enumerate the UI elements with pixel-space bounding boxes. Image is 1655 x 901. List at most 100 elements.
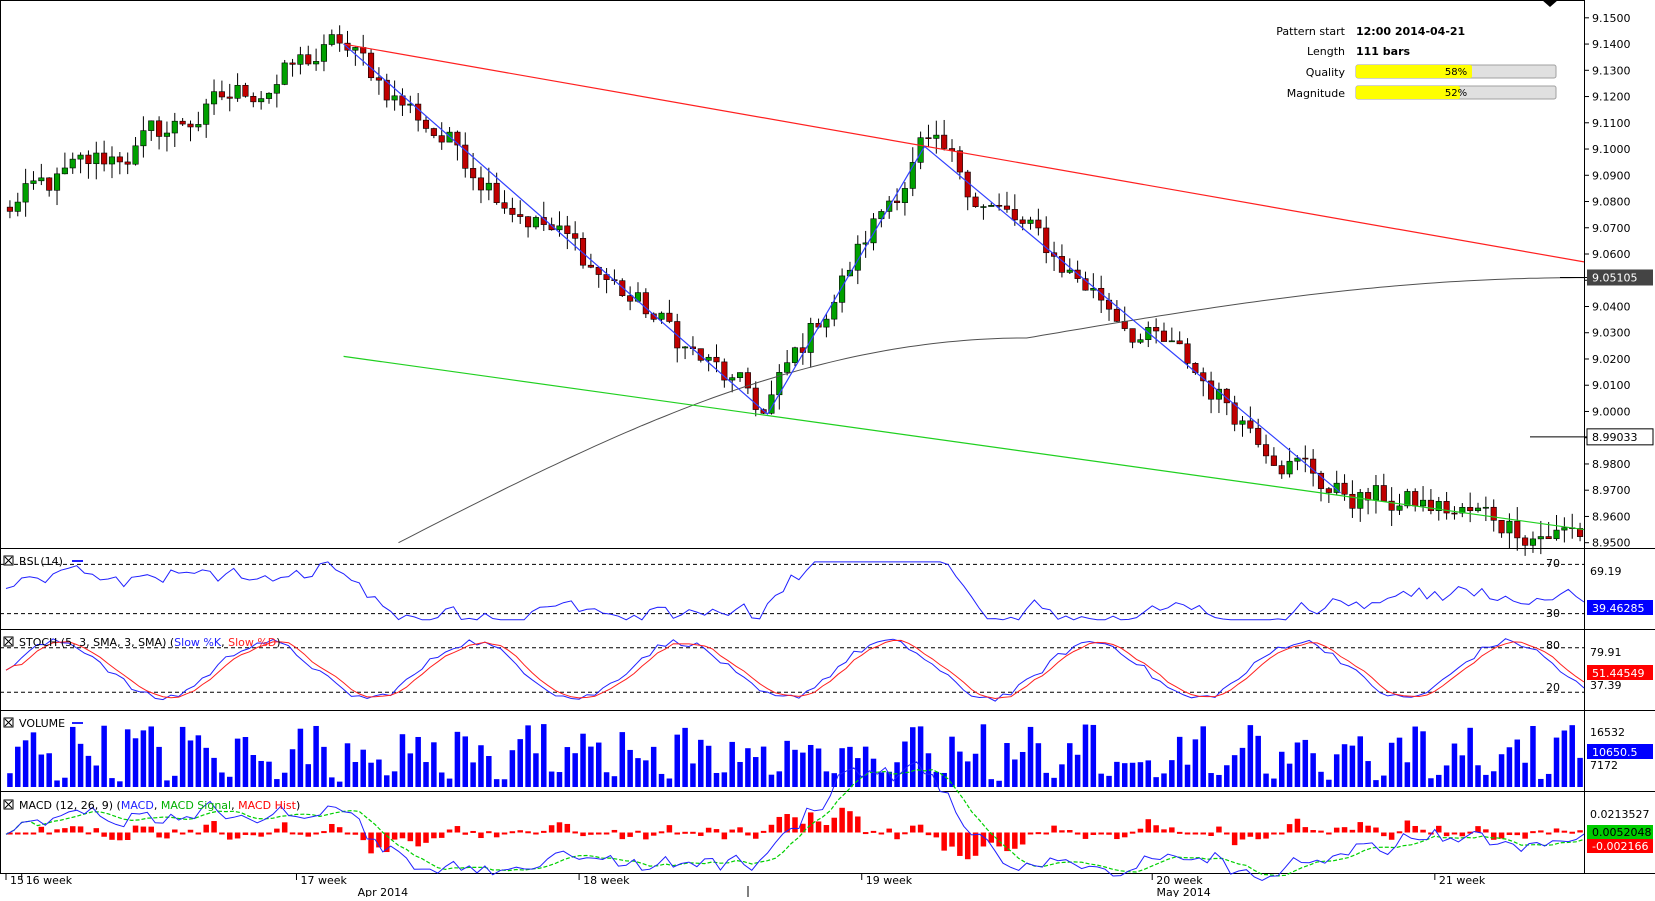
candle[interactable] bbox=[1176, 331, 1183, 345]
candle[interactable] bbox=[132, 137, 139, 166]
candle[interactable] bbox=[383, 73, 390, 108]
candle[interactable] bbox=[289, 58, 296, 77]
candle[interactable] bbox=[14, 192, 21, 217]
candle[interactable] bbox=[1286, 447, 1293, 478]
candle[interactable] bbox=[917, 131, 924, 170]
candle[interactable] bbox=[1239, 415, 1246, 437]
candle[interactable] bbox=[1231, 395, 1238, 432]
candle[interactable] bbox=[1184, 338, 1191, 369]
candle[interactable] bbox=[791, 346, 799, 367]
candle[interactable] bbox=[462, 132, 469, 178]
candle[interactable] bbox=[38, 163, 45, 186]
candle[interactable] bbox=[1262, 434, 1270, 464]
candle[interactable] bbox=[281, 59, 288, 86]
candle[interactable] bbox=[823, 313, 830, 338]
candle[interactable] bbox=[1529, 531, 1537, 553]
candle[interactable] bbox=[1561, 517, 1568, 543]
candle[interactable] bbox=[1388, 487, 1395, 527]
candle[interactable] bbox=[1522, 535, 1529, 556]
candle[interactable] bbox=[1365, 487, 1372, 515]
candle[interactable] bbox=[587, 253, 594, 269]
candle[interactable] bbox=[485, 167, 492, 201]
candle[interactable] bbox=[870, 213, 877, 251]
candle[interactable] bbox=[250, 92, 257, 108]
candle[interactable] bbox=[627, 286, 634, 311]
candle[interactable] bbox=[1349, 480, 1356, 518]
candle[interactable] bbox=[470, 152, 477, 191]
candle[interactable] bbox=[148, 120, 155, 141]
candle[interactable] bbox=[195, 111, 202, 132]
candle[interactable] bbox=[1168, 327, 1175, 343]
candle[interactable] bbox=[22, 168, 29, 217]
candle[interactable] bbox=[179, 118, 186, 126]
candle[interactable] bbox=[1003, 191, 1011, 213]
candle[interactable] bbox=[46, 177, 53, 197]
candle[interactable] bbox=[988, 202, 995, 207]
candle[interactable] bbox=[1035, 208, 1042, 236]
candle[interactable] bbox=[30, 171, 37, 190]
candle[interactable] bbox=[564, 215, 571, 250]
candle[interactable] bbox=[548, 217, 555, 231]
candle[interactable] bbox=[925, 124, 932, 148]
candle[interactable] bbox=[391, 80, 398, 111]
candle[interactable] bbox=[1553, 514, 1560, 541]
candle[interactable] bbox=[203, 98, 210, 138]
candle[interactable] bbox=[328, 29, 335, 47]
candle[interactable] bbox=[297, 46, 304, 75]
candle[interactable] bbox=[53, 167, 61, 206]
candle[interactable] bbox=[69, 152, 76, 174]
candle[interactable] bbox=[1192, 362, 1199, 375]
candle[interactable] bbox=[1027, 216, 1034, 230]
candle[interactable] bbox=[862, 230, 869, 258]
candle[interactable] bbox=[1357, 488, 1364, 522]
candle[interactable] bbox=[313, 48, 320, 71]
candle[interactable] bbox=[1145, 321, 1152, 348]
candle[interactable] bbox=[1302, 445, 1309, 473]
candle[interactable] bbox=[1247, 406, 1254, 434]
candle[interactable] bbox=[438, 122, 445, 150]
candle[interactable] bbox=[258, 91, 265, 110]
resistance-line[interactable] bbox=[343, 43, 1585, 263]
candle[interactable] bbox=[1577, 522, 1584, 542]
candle[interactable] bbox=[226, 83, 233, 112]
candle[interactable] bbox=[430, 127, 437, 139]
candle[interactable] bbox=[116, 152, 123, 175]
candle[interactable] bbox=[210, 79, 218, 115]
candle[interactable] bbox=[736, 372, 744, 382]
candle[interactable] bbox=[517, 200, 524, 224]
candle[interactable] bbox=[1474, 502, 1482, 513]
candle[interactable] bbox=[972, 192, 979, 208]
candle[interactable] bbox=[368, 49, 375, 81]
candle[interactable] bbox=[1482, 496, 1489, 522]
candle[interactable] bbox=[242, 82, 249, 98]
candle[interactable] bbox=[77, 152, 84, 174]
candle[interactable] bbox=[187, 120, 194, 142]
candle[interactable] bbox=[156, 116, 163, 150]
candle[interactable] bbox=[336, 25, 343, 52]
candle[interactable] bbox=[642, 288, 649, 318]
candle[interactable] bbox=[305, 45, 312, 66]
candle[interactable] bbox=[839, 268, 846, 313]
candle[interactable] bbox=[320, 34, 328, 72]
candle[interactable] bbox=[108, 146, 116, 179]
candle[interactable] bbox=[140, 116, 147, 158]
candle[interactable] bbox=[752, 381, 759, 417]
candle[interactable] bbox=[1160, 322, 1168, 342]
candle[interactable] bbox=[532, 215, 539, 230]
candle[interactable] bbox=[85, 150, 92, 179]
candle[interactable] bbox=[784, 350, 791, 376]
candle[interactable] bbox=[163, 121, 170, 152]
scroll-arrow-icon[interactable] bbox=[1542, 0, 1558, 7]
candle[interactable] bbox=[1208, 371, 1215, 414]
candle[interactable] bbox=[477, 166, 485, 204]
candle[interactable] bbox=[713, 344, 720, 373]
candle[interactable] bbox=[1443, 491, 1450, 520]
candle[interactable] bbox=[666, 299, 673, 324]
candle[interactable] bbox=[352, 46, 359, 66]
candle[interactable] bbox=[1467, 492, 1474, 523]
candle[interactable] bbox=[171, 112, 178, 147]
candle[interactable] bbox=[501, 190, 508, 214]
candle[interactable] bbox=[1537, 520, 1544, 555]
candle[interactable] bbox=[901, 182, 908, 216]
